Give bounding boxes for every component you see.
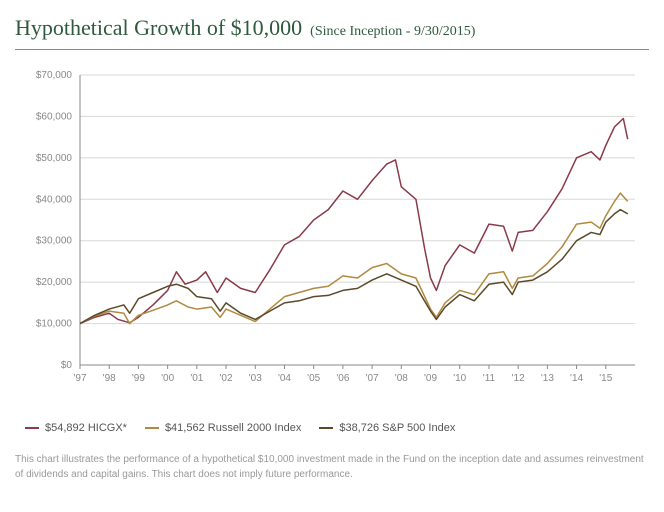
x-tick-label: '13 [541, 373, 554, 384]
legend-item: $54,892 HICGX* [25, 422, 127, 434]
x-tick-label: '02 [220, 373, 233, 384]
y-tick-label: $30,000 [36, 236, 73, 247]
chart-title: Hypothetical Growth of $10,000 [15, 15, 302, 40]
x-tick-label: '09 [424, 373, 437, 384]
y-tick-label: $0 [61, 360, 73, 371]
x-tick-label: '05 [307, 373, 320, 384]
legend-item: $38,726 S&P 500 Index [319, 422, 455, 434]
x-tick-label: '12 [512, 373, 525, 384]
x-tick-label: '14 [570, 373, 583, 384]
growth-chart: $0 $10,000 $20,000 $30,000 $40,000 $50,000 $60… [25, 65, 649, 405]
series-HICGX [80, 119, 628, 324]
legend-swatch [319, 427, 333, 429]
x-tick-label: '07 [366, 373, 379, 384]
legend-label: $41,562 Russell 2000 Index [165, 422, 301, 434]
x-tick-label: '04 [278, 373, 291, 384]
x-tick-label: '03 [249, 373, 262, 384]
chart-subtitle: (Since Inception - 9/30/2015) [310, 24, 475, 39]
chart-legend: $54,892 HICGX* $41,562 Russell 2000 Index… [25, 420, 649, 434]
legend-item: $41,562 Russell 2000 Index [145, 422, 301, 434]
x-tick-label: '98 [103, 373, 116, 384]
y-tick-label: $40,000 [36, 194, 73, 205]
x-tick-label: '00 [161, 373, 174, 384]
y-tick-label: $20,000 [36, 277, 73, 288]
x-tick-label: '15 [599, 373, 612, 384]
y-tick-label: $70,000 [36, 70, 73, 81]
chart-footnote: This chart illustrates the performance o… [15, 452, 649, 482]
y-tick-label: $50,000 [36, 153, 73, 164]
y-tick-label: $10,000 [36, 319, 73, 330]
x-tick-label: '08 [395, 373, 408, 384]
x-tick-label: '01 [190, 373, 203, 384]
legend-swatch [25, 427, 39, 429]
x-tick-label: '11 [483, 373, 496, 384]
x-tick-label: '99 [132, 373, 145, 384]
legend-label: $54,892 HICGX* [45, 422, 127, 434]
y-tick-label: $60,000 [36, 111, 73, 122]
x-tick-label: '10 [453, 373, 466, 384]
legend-swatch [145, 427, 159, 429]
legend-label: $38,726 S&P 500 Index [339, 422, 455, 434]
chart-header: Hypothetical Growth of $10,000 (Since In… [15, 15, 649, 50]
x-tick-label: '06 [336, 373, 349, 384]
x-tick-label: '97 [73, 373, 86, 384]
series-Russell 2000 Index [80, 193, 628, 324]
